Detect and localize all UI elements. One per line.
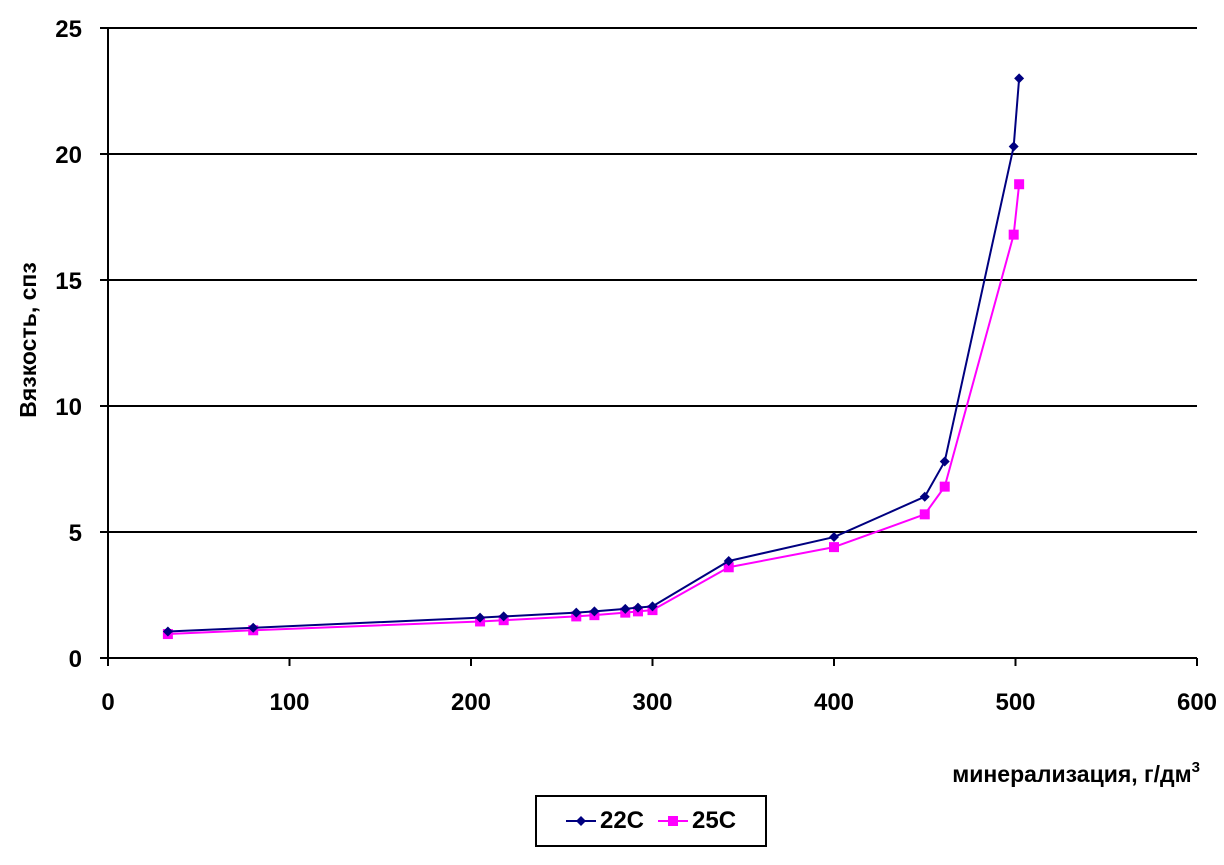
series-line-25c: [167, 184, 1021, 636]
series-22c: [162, 73, 1025, 637]
data-point-25c: [1014, 179, 1025, 190]
data-point-22c: [475, 612, 486, 623]
data-point-22c: [162, 626, 173, 637]
data-point-22c: [723, 555, 734, 566]
legend: 22C 25C: [535, 795, 767, 847]
legend-label-25c: 25C: [692, 807, 737, 834]
series-group: [162, 73, 1025, 640]
axes: [100, 27, 1198, 666]
x-axis-title: минерализация, г/дм3: [952, 759, 1200, 787]
x-tick-label: 300: [632, 689, 672, 716]
x-tick-label: 200: [451, 689, 491, 716]
y-tick-label: 15: [55, 268, 82, 295]
tick-labels: 0 5 10 15 20 25 0 100 200 300 400 500 600: [55, 16, 1217, 716]
x-tick-label: 100: [269, 689, 309, 716]
legend-item-22c: 22C: [565, 807, 644, 835]
x-tick-label: 0: [101, 689, 114, 716]
legend-label-22c: 22C: [599, 807, 644, 834]
data-point-22c: [571, 607, 582, 618]
y-tick-label: 20: [55, 142, 82, 169]
legend-marker-25c: [658, 816, 688, 826]
data-point-22c: [498, 611, 509, 622]
x-tick-label: 500: [995, 689, 1035, 716]
x-axis-title-text: минерализация, г/дм: [952, 761, 1191, 787]
legend-item-25c: 25C: [658, 807, 736, 835]
series-line-22c: [167, 78, 1021, 633]
data-point-25c: [919, 509, 930, 520]
x-tick-label: 600: [1177, 689, 1217, 716]
data-point-22c: [829, 532, 839, 543]
y-tick-label: 5: [69, 520, 82, 547]
data-point-22c: [1014, 73, 1025, 84]
y-tick-label: 10: [55, 394, 82, 421]
data-point-22c: [248, 622, 259, 633]
data-point-22c: [919, 491, 930, 502]
data-point-22c: [1008, 141, 1019, 152]
data-point-25c: [1008, 229, 1019, 240]
data-point-22c: [647, 601, 658, 612]
legend-marker-22c: [565, 816, 596, 826]
x-axis-title-superscript: 3: [1192, 759, 1200, 776]
data-point-22c: [589, 606, 600, 617]
data-point-25c: [939, 481, 950, 492]
data-point-22c: [620, 603, 631, 614]
data-point-25c: [829, 542, 839, 553]
y-axis-title: Вязкость, спз: [15, 262, 41, 418]
data-point-22c: [939, 456, 950, 467]
x-tick-label: 400: [814, 689, 854, 716]
grid: [108, 27, 1197, 533]
y-tick-label: 0: [69, 646, 82, 673]
data-point-22c: [632, 602, 643, 613]
y-tick-label: 25: [55, 16, 82, 43]
series-25c: [162, 179, 1025, 640]
data-point-25c: [723, 562, 734, 573]
